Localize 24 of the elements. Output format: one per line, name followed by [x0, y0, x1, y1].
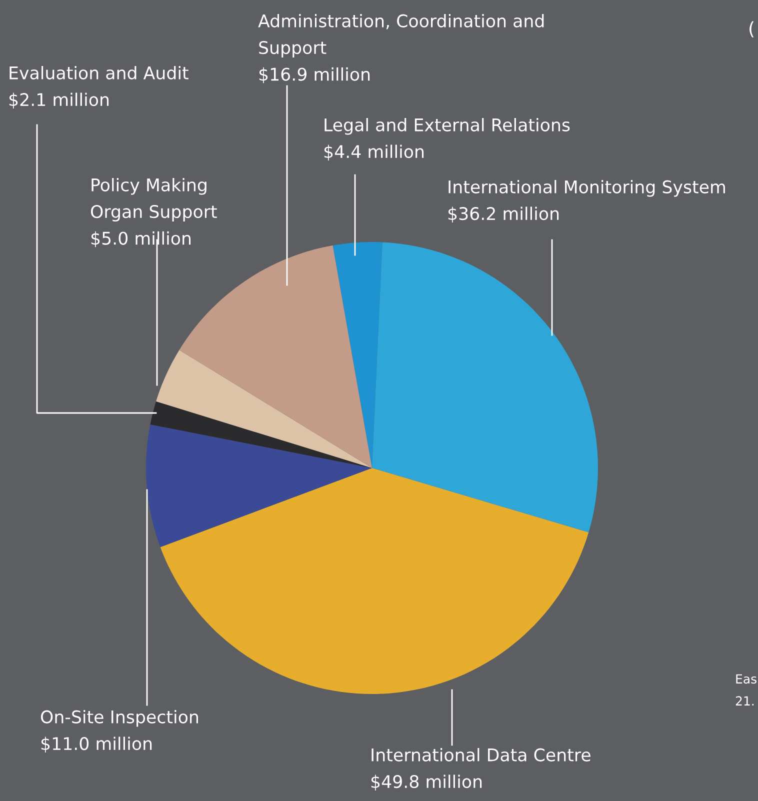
pie-slice [372, 242, 598, 532]
slice-label: On-Site Inspection [40, 710, 198, 727]
text: Eas [736, 674, 756, 684]
slice-label: Policy Making Organ Support [90, 178, 217, 222]
pie-slice [179, 245, 372, 468]
text: 21. [736, 696, 754, 706]
pie-slice [150, 401, 372, 468]
data-label: $2.1 million [9, 92, 109, 108]
slice-label: Administration, Coordination and Support [258, 14, 544, 58]
slice-label: Legal and External Relations [324, 118, 570, 135]
data-label: $36.2 million [448, 206, 559, 222]
pie-slice [146, 424, 372, 548]
data-label: $11.0 million [41, 736, 152, 752]
data-label: $49.8 million [371, 774, 482, 790]
data-label: $4.4 million [324, 144, 424, 160]
slice-label: Evaluation and Audit [10, 66, 188, 80]
pie-slice [332, 242, 382, 468]
pie-slice [156, 350, 372, 468]
pie-slice [160, 468, 589, 694]
slice-label: International Monitoring System [448, 180, 725, 197]
slice-label: International Data Centre [372, 748, 590, 762]
data-label: $5.0 million [91, 231, 191, 248]
data-label: $16.9 million [259, 67, 370, 84]
text: ( [750, 21, 754, 38]
